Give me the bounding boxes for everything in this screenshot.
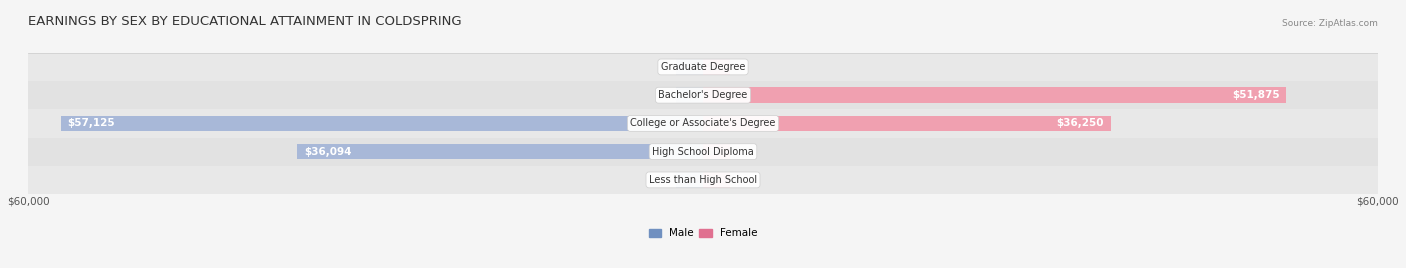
Text: $0: $0 xyxy=(706,62,720,72)
Bar xyxy=(703,116,1111,131)
Text: EARNINGS BY SEX BY EDUCATIONAL ATTAINMENT IN COLDSPRING: EARNINGS BY SEX BY EDUCATIONAL ATTAINMEN… xyxy=(28,15,463,28)
Text: High School Diploma: High School Diploma xyxy=(652,147,754,157)
Text: Bachelor's Degree: Bachelor's Degree xyxy=(658,90,748,100)
Text: $57,125: $57,125 xyxy=(67,118,115,128)
Text: College or Associate's Degree: College or Associate's Degree xyxy=(630,118,776,128)
Text: Graduate Degree: Graduate Degree xyxy=(661,62,745,72)
Text: $0: $0 xyxy=(686,175,700,185)
Bar xyxy=(703,172,730,188)
Text: $36,094: $36,094 xyxy=(304,147,352,157)
Bar xyxy=(703,59,730,75)
Text: $0: $0 xyxy=(706,175,720,185)
Bar xyxy=(676,172,703,188)
Bar xyxy=(28,109,1378,137)
Text: $36,250: $36,250 xyxy=(1056,118,1104,128)
Text: $0: $0 xyxy=(686,90,700,100)
Bar xyxy=(28,137,1378,166)
Bar xyxy=(703,144,730,159)
Bar xyxy=(60,116,703,131)
Legend: Male, Female: Male, Female xyxy=(648,228,758,238)
Text: Source: ZipAtlas.com: Source: ZipAtlas.com xyxy=(1282,19,1378,28)
Bar xyxy=(297,144,703,159)
Text: $0: $0 xyxy=(706,147,720,157)
Text: $51,875: $51,875 xyxy=(1232,90,1279,100)
Bar xyxy=(676,87,703,103)
Bar xyxy=(703,87,1286,103)
Text: Less than High School: Less than High School xyxy=(650,175,756,185)
Bar xyxy=(28,166,1378,194)
Text: $0: $0 xyxy=(686,62,700,72)
Bar xyxy=(28,81,1378,109)
Bar xyxy=(28,53,1378,81)
Bar xyxy=(676,59,703,75)
